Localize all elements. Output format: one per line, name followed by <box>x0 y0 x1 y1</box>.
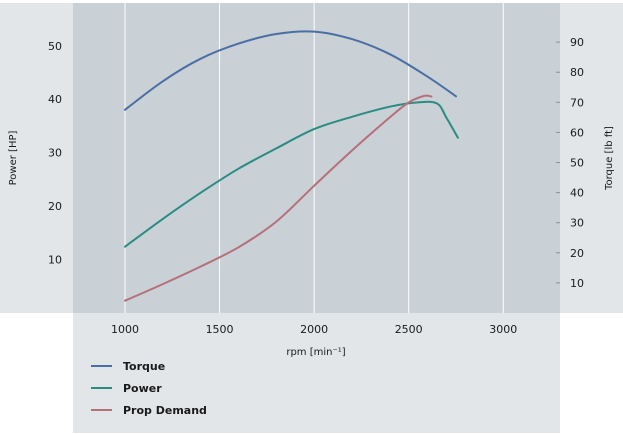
torque-line <box>124 30 457 111</box>
y-right-tick-label: 80 <box>570 66 584 79</box>
y-right-tick-label: 90 <box>570 36 584 49</box>
left-margin-panel <box>0 3 73 313</box>
series-lines <box>124 30 459 302</box>
y-left-tick-label: 30 <box>48 147 62 160</box>
y-axis-right-label: Torque [lb ft] <box>604 126 615 191</box>
x-tick-label: 2000 <box>300 323 328 336</box>
x-tick-label: 2500 <box>395 323 423 336</box>
y-right-tick-label: 50 <box>570 157 584 170</box>
legend-label-prop-demand: Prop Demand <box>123 404 207 417</box>
y-axis-left-label: Power [HP] <box>8 131 19 186</box>
y-right-tick-label: 40 <box>570 187 584 200</box>
y-left-tick-label: 50 <box>48 40 62 53</box>
y-left-tick-label: 10 <box>48 254 62 267</box>
gridlines <box>124 3 504 313</box>
y-left-tick-label: 20 <box>48 200 62 213</box>
x-axis-label: rpm [min⁻¹] <box>286 347 345 358</box>
prop-demand-line <box>124 94 433 302</box>
tick-labels: 1000 1500 2000 2500 3000 10 20 30 40 50 10 20 30 40 50… <box>48 36 584 336</box>
power-line <box>124 100 459 248</box>
x-tick-label: 3000 <box>489 323 517 336</box>
y-right-tick-label: 20 <box>570 247 584 260</box>
x-tick-label: 1000 <box>111 323 139 336</box>
y-right-tick-label: 30 <box>570 217 584 230</box>
y-right-tick-label: 70 <box>570 96 584 109</box>
y-left-tick-label: 40 <box>48 93 62 106</box>
legend-label-torque: Torque <box>123 360 165 373</box>
x-tick-label: 1500 <box>206 323 234 336</box>
plot-area <box>73 3 560 313</box>
legend-label-power: Power <box>123 382 162 395</box>
y-right-tick-label: 10 <box>570 277 584 290</box>
y-right-tick-label: 60 <box>570 126 584 139</box>
legend: Torque Power Prop Demand <box>91 360 207 417</box>
right-margin-panel <box>560 3 623 313</box>
